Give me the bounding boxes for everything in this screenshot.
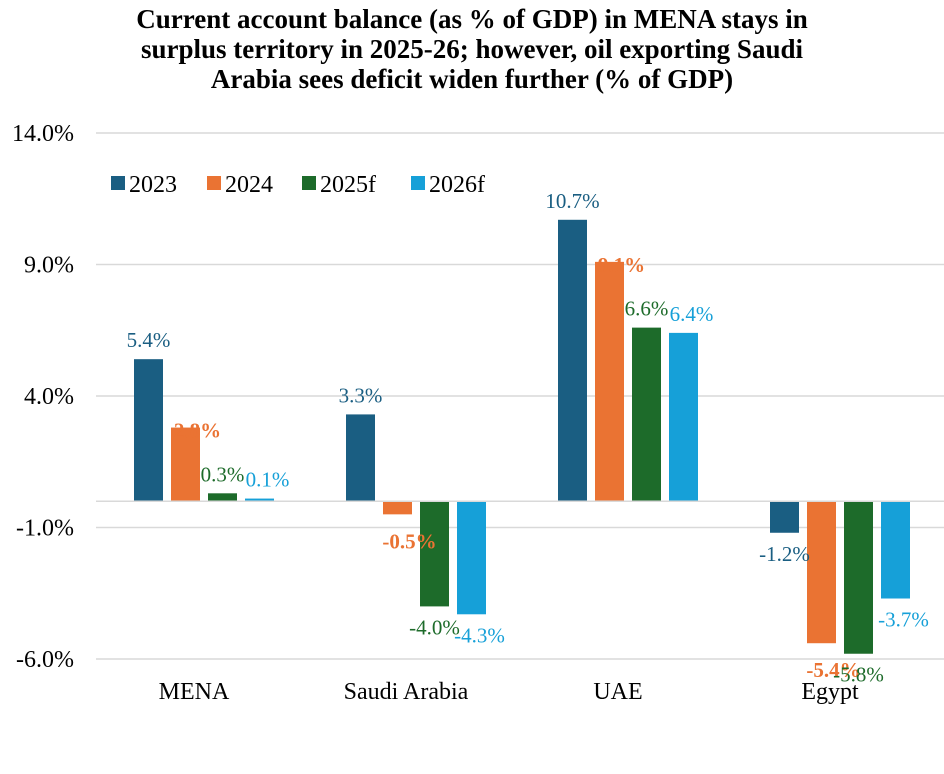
data-label: -4.0% [409, 615, 460, 639]
legend-label: 2024 [225, 172, 273, 198]
bar-2025f-egypt [844, 501, 873, 654]
chart-title-line-2: surplus territory in 2025-26; however, o… [140, 34, 803, 64]
legend-swatch [111, 176, 125, 190]
bar-2024-egypt [807, 501, 836, 644]
chart-title-line-3: Arabia sees deficit widen further (% of … [210, 64, 734, 94]
data-label: 6.4% [670, 302, 714, 326]
data-label: -4.3% [454, 623, 505, 647]
data-label: 6.6% [625, 297, 669, 321]
y-tick-label: 14.0% [12, 121, 74, 147]
bar-2024-mena [171, 427, 200, 502]
bar-2025f-uae [632, 327, 661, 502]
bars [134, 219, 910, 654]
legend-swatch [302, 176, 316, 190]
bar-2026f-egypt [881, 501, 910, 599]
bar-2023-mena [134, 359, 163, 502]
bar-2026f-saudi-arabia [457, 501, 486, 615]
data-labels: 5.4% 2.8% 0.3% 0.1% 3.3% -0.5% -4.0%-4.3% 10.7%… [127, 189, 929, 687]
legend-label: 2023 [129, 172, 177, 198]
bar-2024-saudi-arabia [383, 501, 412, 515]
data-label: -1.2% [759, 542, 810, 566]
legend-label: 2025f [320, 172, 376, 198]
data-label: -0.5% [382, 529, 436, 553]
data-label: -5.4% [806, 658, 860, 682]
chart-title: Current account balance (as % of GDP) in… [0, 4, 944, 94]
bar-2025f-saudi-arabia [420, 501, 449, 607]
bar-2025f-mena [208, 493, 237, 502]
y-tick-label: 4.0% [24, 384, 74, 410]
x-category-label: Saudi Arabia [344, 679, 469, 705]
bar-2026f-mena [245, 498, 274, 502]
bar-2026f-uae [669, 332, 698, 502]
data-label: -5.8% [833, 663, 884, 687]
y-axis-ticks: 14.0% 9.0% 4.0% -1.0% -6.0% [12, 121, 74, 673]
data-label: 5.4% [127, 328, 171, 352]
x-category-label: MENA [159, 679, 230, 705]
data-label: 0.3% [201, 462, 245, 486]
y-tick-label: 9.0% [24, 253, 74, 279]
data-label: 9.1% [598, 253, 645, 277]
bar-2023-uae [558, 219, 587, 502]
legend-swatch [411, 176, 425, 190]
data-label: 0.1% [246, 468, 290, 492]
gridlines [96, 132, 944, 660]
legend: 2023 2024 2025f 2026f [111, 172, 485, 198]
bar-2024-uae [595, 261, 624, 502]
data-label: 10.7% [545, 189, 599, 213]
chart-title-line-1: Current account balance (as % of GDP) in… [136, 4, 808, 34]
bar-2023-saudi-arabia [346, 414, 375, 502]
x-axis-categories: MENA Saudi Arabia UAE Egypt [159, 679, 859, 705]
x-category-label: Egypt [801, 679, 859, 705]
legend-swatch [207, 176, 221, 190]
y-tick-label: -6.0% [16, 647, 74, 673]
data-label: -3.7% [878, 608, 929, 632]
bar-2023-egypt [770, 501, 799, 533]
x-category-label: UAE [593, 679, 642, 705]
y-tick-label: -1.0% [16, 516, 74, 542]
data-label: 3.3% [339, 383, 383, 407]
data-label: 2.8% [174, 419, 221, 443]
legend-label: 2026f [429, 172, 485, 198]
